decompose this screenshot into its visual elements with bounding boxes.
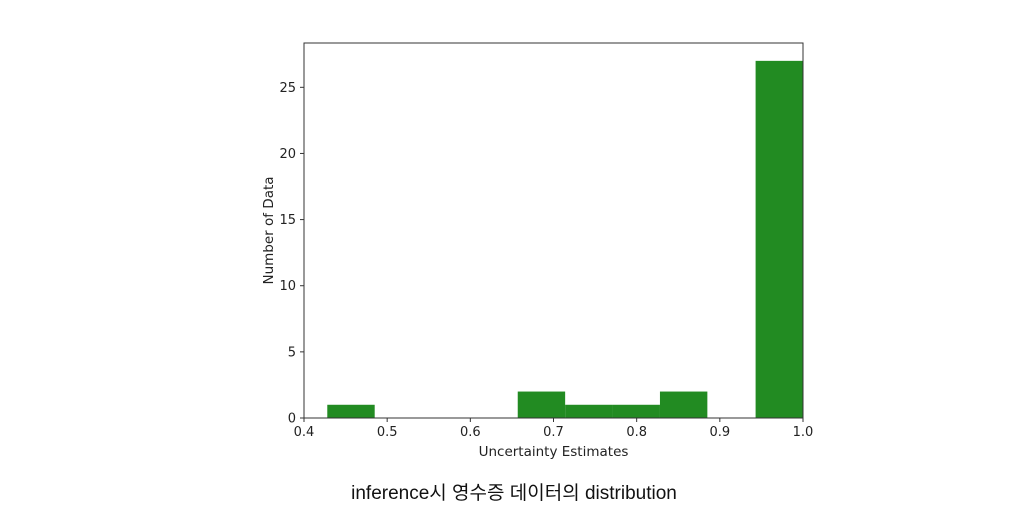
y-tick-label: 25 <box>279 81 296 96</box>
histogram-bar <box>612 404 660 418</box>
x-tick-label: 0.6 <box>460 425 481 440</box>
plot-frame <box>303 42 804 419</box>
x-tick-label: 0.4 <box>294 425 315 440</box>
bars-group <box>327 60 803 418</box>
x-tick-label: 0.7 <box>543 425 564 440</box>
y-tick-label: 10 <box>279 279 296 294</box>
y-axis-ticks: 0 5 10 15 20 25 <box>279 81 304 427</box>
y-tick-label: 20 <box>279 147 296 162</box>
histogram-bar <box>755 60 803 418</box>
histogram-bar <box>517 391 566 418</box>
x-tick-label: 1.0 <box>793 425 814 440</box>
x-tick-label: 0.5 <box>377 425 398 440</box>
y-tick-label: 15 <box>279 213 296 228</box>
histogram-bar <box>327 404 375 418</box>
histogram-chart: 0.4 0.5 0.6 0.7 0.8 0.9 1.0 0 5 10 15 20 25 Uncerta… <box>261 42 814 460</box>
x-tick-label: 0.9 <box>709 425 730 440</box>
y-axis-label: Number of Data <box>261 176 277 284</box>
x-axis-ticks: 0.4 0.5 0.6 0.7 0.8 0.9 1.0 <box>294 418 814 440</box>
x-tick-label: 0.8 <box>626 425 647 440</box>
y-tick-label: 5 <box>288 345 296 360</box>
figure-caption: inference시 영수증 데이터의 distribution <box>351 483 677 504</box>
y-tick-label: 0 <box>288 412 296 427</box>
histogram-bar <box>659 391 708 418</box>
histogram-bar <box>565 404 613 418</box>
x-axis-label: Uncertainty Estimates <box>479 444 629 460</box>
